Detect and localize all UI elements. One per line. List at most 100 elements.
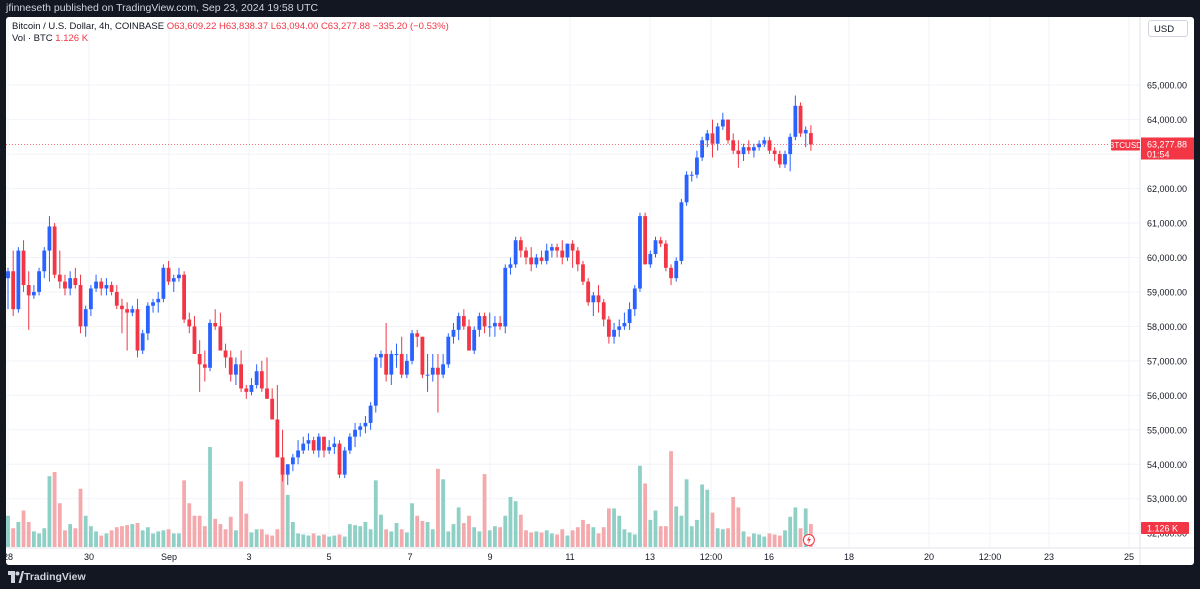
candle-body bbox=[37, 271, 41, 292]
last-price-label: 63,277.88 bbox=[1147, 139, 1187, 149]
candle-body bbox=[798, 105, 803, 134]
volume-bar bbox=[104, 533, 109, 547]
volume-bar bbox=[202, 526, 207, 547]
volume-bar bbox=[285, 494, 290, 547]
time-tick-label: 18 bbox=[844, 552, 854, 562]
price-tick-label: 59,000.00 bbox=[1147, 287, 1187, 297]
volume-bar bbox=[487, 530, 492, 547]
volume-bar bbox=[472, 527, 477, 547]
volume-bar bbox=[21, 510, 26, 547]
candle-body bbox=[663, 243, 668, 268]
volume-bar bbox=[296, 533, 300, 547]
volume-bar bbox=[182, 480, 187, 547]
volume-bar bbox=[275, 529, 280, 547]
volume-bar bbox=[467, 515, 471, 547]
volume-bar bbox=[648, 519, 653, 547]
candle-body bbox=[94, 281, 98, 289]
volume-bar bbox=[658, 526, 663, 547]
volume-label: Vol · BTC bbox=[12, 33, 53, 44]
candle-body bbox=[301, 443, 306, 451]
candle-body bbox=[125, 309, 130, 313]
volume-bar bbox=[347, 524, 352, 547]
candle-body bbox=[52, 226, 57, 275]
candle-body bbox=[358, 426, 363, 430]
candle-body bbox=[332, 443, 337, 448]
candle-body bbox=[218, 326, 223, 351]
currency-button[interactable]: USD bbox=[1148, 20, 1188, 37]
volume-bar bbox=[156, 531, 161, 547]
volume-bar bbox=[715, 528, 720, 547]
candle-body bbox=[674, 260, 679, 279]
candle-body bbox=[591, 295, 596, 303]
volume-bar bbox=[265, 534, 269, 547]
candle-body bbox=[451, 329, 456, 337]
volume-bar bbox=[342, 536, 347, 547]
volume-bar bbox=[757, 534, 761, 547]
time-tick-label: 12:00 bbox=[979, 552, 1002, 562]
volume-bar bbox=[389, 531, 394, 547]
time-tick-label: 23 bbox=[1044, 552, 1054, 562]
candle-body bbox=[477, 316, 482, 330]
volume-bar bbox=[575, 527, 580, 547]
candle-body bbox=[130, 309, 135, 313]
volume-bar bbox=[555, 534, 559, 547]
ohlc-legend: Bitcoin / U.S. Dollar, 4h, COINBASE O63,… bbox=[12, 21, 449, 32]
candle-body bbox=[679, 202, 684, 261]
candle-body bbox=[555, 247, 559, 251]
volume-bar bbox=[456, 507, 461, 547]
volume-bar bbox=[16, 522, 21, 547]
candle-body bbox=[420, 336, 425, 375]
volume-bar bbox=[643, 483, 648, 547]
volume-bar bbox=[83, 515, 88, 547]
volume-bar bbox=[291, 522, 295, 547]
candle-body bbox=[394, 353, 399, 355]
volume-bar bbox=[436, 468, 440, 547]
candle-body bbox=[16, 250, 21, 310]
candle-body bbox=[26, 285, 31, 296]
candle-body bbox=[244, 388, 249, 392]
price-tick-label: 64,000.00 bbox=[1147, 115, 1187, 125]
candle-body bbox=[788, 136, 793, 155]
volume-bar bbox=[52, 472, 57, 547]
candle-body bbox=[254, 371, 259, 385]
publish-text: jfinneseth published on TradingView.com,… bbox=[6, 2, 319, 14]
volume-bar bbox=[99, 535, 104, 547]
volume-bar bbox=[524, 530, 528, 547]
countdown-label: 01:54 bbox=[1147, 149, 1170, 159]
candle-body bbox=[529, 257, 534, 265]
candle-body bbox=[63, 281, 67, 289]
candle-body bbox=[638, 216, 642, 289]
volume-bar bbox=[498, 527, 502, 547]
volume-bar bbox=[679, 515, 684, 547]
candle-body bbox=[42, 250, 47, 272]
volume-bar bbox=[270, 535, 275, 547]
volume-bar bbox=[151, 533, 155, 547]
volume-bar bbox=[125, 525, 130, 547]
volume-bar bbox=[653, 510, 658, 547]
candle-body bbox=[467, 326, 471, 351]
candle-body bbox=[809, 133, 813, 145]
candle-body bbox=[327, 447, 332, 451]
volume-bar bbox=[130, 524, 135, 547]
chart-panel[interactable]: 65,000.0064,000.0063,000.0062,000.0061,0… bbox=[6, 17, 1194, 565]
candle-body bbox=[441, 364, 446, 375]
price-tick-label: 56,000.00 bbox=[1147, 391, 1187, 401]
volume-bar bbox=[26, 522, 31, 547]
volume-bar bbox=[663, 526, 668, 547]
volume-bar bbox=[695, 519, 699, 547]
volume-bar bbox=[560, 529, 565, 547]
candle-body bbox=[316, 436, 321, 451]
volume-bar bbox=[228, 516, 233, 547]
volume-bar bbox=[451, 524, 456, 547]
candle-body bbox=[534, 257, 539, 265]
time-tick-label: 13 bbox=[645, 552, 655, 562]
candle-body bbox=[669, 267, 673, 279]
volume-bar bbox=[213, 518, 218, 547]
candle-body bbox=[803, 129, 808, 134]
volume-bar bbox=[570, 530, 575, 547]
candle-body bbox=[120, 305, 124, 310]
candle-body bbox=[705, 133, 710, 141]
candle-body bbox=[752, 147, 756, 151]
candle-body bbox=[487, 326, 492, 328]
candlestick-chart[interactable]: 65,000.0064,000.0063,000.0062,000.0061,0… bbox=[6, 17, 1194, 565]
